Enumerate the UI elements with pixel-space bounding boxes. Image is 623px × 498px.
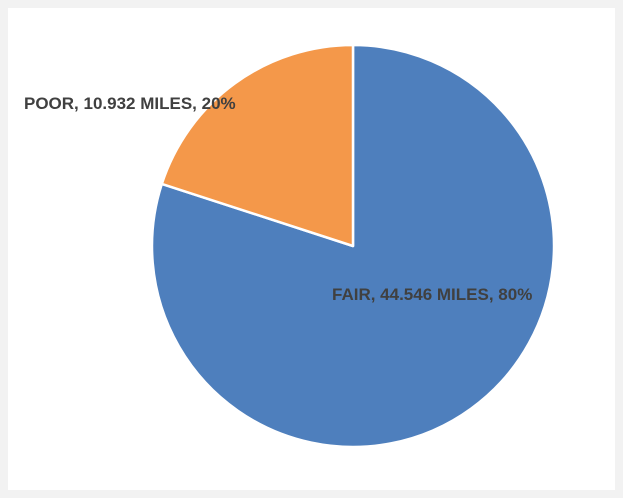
slice-label-fair: FAIR, 44.546 MILES, 80% bbox=[332, 285, 532, 304]
pie-labels: FAIR, 44.546 MILES, 80% POOR, 10.932 MIL… bbox=[24, 94, 532, 304]
slice-label-poor: POOR, 10.932 MILES, 20% bbox=[24, 94, 236, 113]
pie-slice-poor bbox=[160, 43, 355, 248]
pie-slices bbox=[150, 43, 556, 449]
